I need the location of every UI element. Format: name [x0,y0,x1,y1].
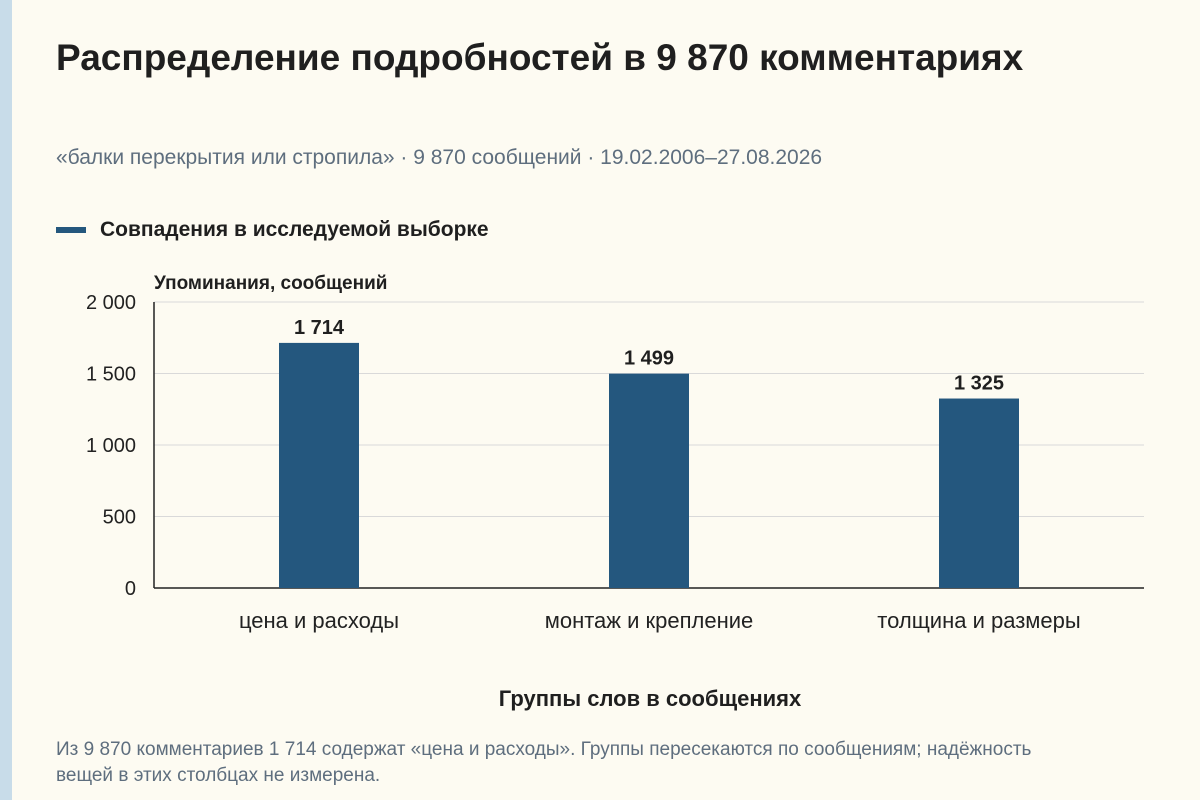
x-tick-label: толщина и размеры [877,608,1080,633]
legend-swatch [56,227,86,233]
y-tick-label: 0 [125,578,136,600]
x-tick-label: монтаж и крепление [545,608,754,633]
y-tick-label: 1 000 [86,435,136,457]
y-tick-label: 500 [103,507,136,529]
bar-value-label: 1 714 [294,317,345,339]
legend-label: Совпадения в исследуемой выборке [100,218,489,241]
left-accent-strip [0,0,12,800]
bar [279,342,359,588]
y-tick-label: 1 500 [86,364,136,386]
bar-chart: 0 500 1 000 1 500 2 000 1 714 цена и расходы 1 … [86,292,1144,633]
bar [939,398,1019,588]
y-tick-label: 2 000 [86,292,136,314]
chart-subtitle: «балки перекрытия или стропила» · 9 870 … [56,146,823,169]
x-axis-label: Группы слов в сообщениях [498,686,802,711]
x-tick-label: цена и расходы [239,608,399,633]
bar-value-label: 1 325 [954,373,1004,395]
footnote: Из 9 870 комментариев 1 714 содержат «це… [56,739,1032,786]
y-axis-label: Упоминания, сообщений [154,273,388,294]
legend: Совпадения в исследуемой выборке [56,218,489,242]
chart-title: Распределение подробностей в 9 870 комме… [56,37,1024,78]
bar-value-label: 1 499 [624,348,674,370]
bar [609,373,689,588]
